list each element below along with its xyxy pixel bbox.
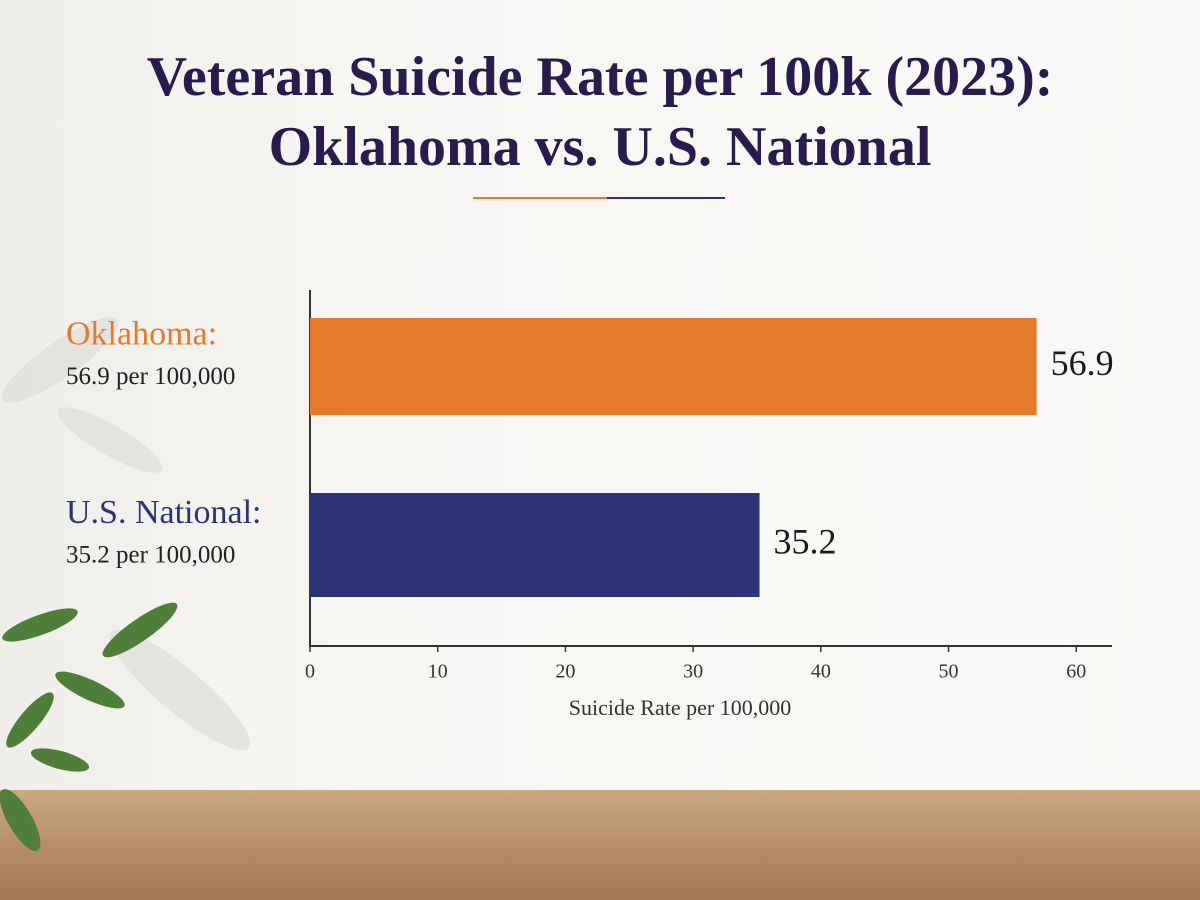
value-label: 35.2 (774, 521, 837, 561)
bar (310, 493, 760, 597)
category-note: 56.9 per 100,000 (66, 363, 235, 390)
x-axis-label: Suicide Rate per 100,000 (569, 695, 791, 720)
x-tick-label: 60 (1066, 661, 1086, 683)
category-label: Oklahoma: (66, 315, 217, 352)
x-tick-label: 0 (305, 661, 315, 683)
x-tick-label: 20 (555, 661, 575, 683)
chart-title: Veteran Suicide Rate per 100k (2023): Ok… (146, 46, 1054, 178)
bar (310, 318, 1037, 415)
plant (0, 602, 178, 851)
value-label: 56.9 (1051, 343, 1114, 383)
x-tick-label: 10 (428, 661, 448, 683)
table (0, 790, 1200, 900)
category-label: U.S. National: (66, 494, 261, 531)
category-note: 35.2 per 100,000 (66, 542, 235, 569)
x-tick-label: 30 (683, 661, 703, 683)
plant-shadow (1, 317, 251, 751)
x-tick-label: 40 (811, 661, 831, 683)
x-tick-label: 50 (939, 661, 959, 683)
